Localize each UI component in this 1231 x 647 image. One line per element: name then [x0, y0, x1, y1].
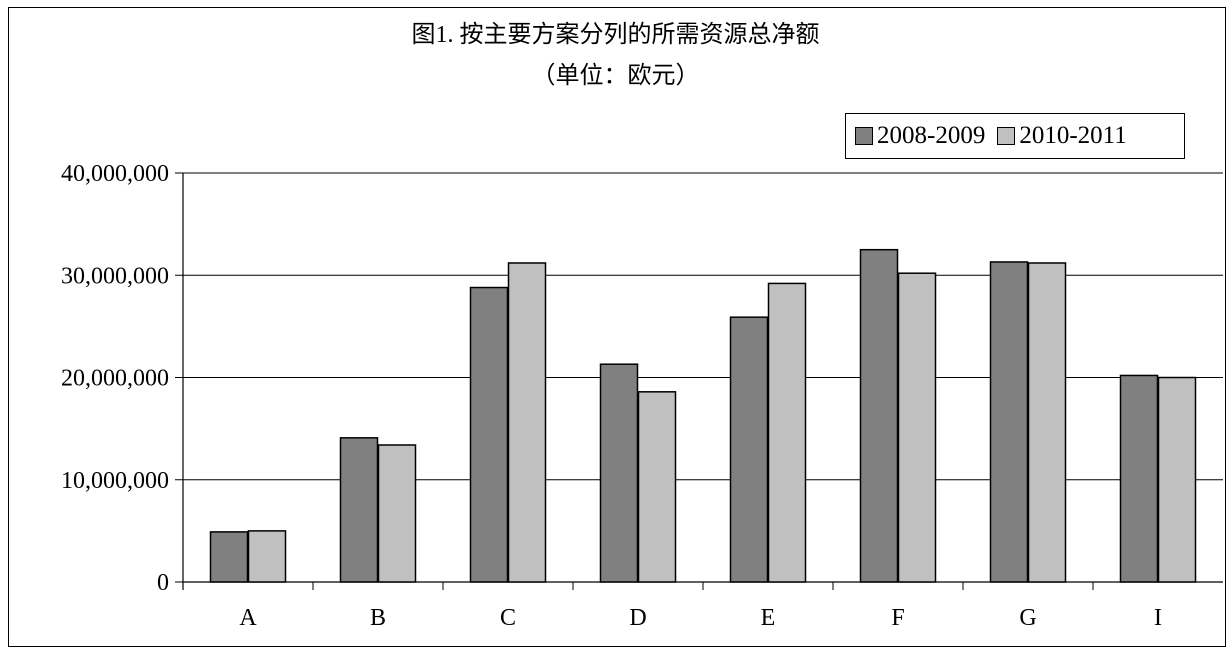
- y-tick-label: 0: [157, 570, 169, 596]
- bar-E-2010-2011: [767, 282, 807, 583]
- chart-title: 图1. 按主要方案分列的所需资源总净额: [411, 22, 820, 48]
- plot-area: 0 10,000,000 20,000,000 30,000,000 40,000,00…: [61, 161, 1223, 631]
- bar-D-2008-2009: [599, 363, 639, 583]
- legend: 2008-2009 2010-2011: [845, 113, 1185, 159]
- x-tick-label: B: [370, 605, 386, 631]
- legend-label-2010-2011: 2010-2011: [1019, 122, 1127, 149]
- bar-B-2008-2009: [339, 437, 379, 583]
- legend-swatch-2008-2009: [855, 127, 873, 145]
- legend-swatch-2010-2011: [997, 127, 1016, 145]
- bar-D-2010-2011: [637, 391, 677, 583]
- legend-label-2008-2009: 2008-2009: [877, 122, 986, 149]
- bar-C-2008-2009: [469, 286, 509, 583]
- bar-A-2008-2009: [209, 531, 249, 583]
- bar-I-2008-2009: [1119, 374, 1159, 583]
- x-tick-label: F: [891, 605, 904, 631]
- x-tick-label: D: [629, 605, 646, 631]
- bar-F-2010-2011: [897, 272, 937, 583]
- y-tick-label: 40,000,000: [61, 161, 169, 187]
- bar-G-2010-2011: [1027, 262, 1067, 583]
- bar-F-2008-2009: [859, 248, 899, 583]
- bar-B-2010-2011: [377, 444, 417, 583]
- legend-item-2010-2011: 2010-2011: [997, 122, 1127, 150]
- bar-C-2010-2011: [507, 262, 547, 583]
- x-tick-label: C: [500, 605, 516, 631]
- chart-subtitle: （单位：欧元）: [531, 63, 700, 89]
- x-tick-label: E: [761, 605, 776, 631]
- bar-E-2008-2009: [729, 316, 769, 583]
- y-tick-label: 10,000,000: [61, 468, 169, 494]
- legend-item-2008-2009: 2008-2009: [855, 122, 985, 150]
- y-tick-label: 20,000,000: [61, 366, 169, 392]
- bar-I-2010-2011: [1157, 376, 1197, 583]
- y-tick-label: 30,000,000: [61, 263, 169, 289]
- x-tick-label: I: [1154, 605, 1162, 631]
- bar-A-2010-2011: [247, 530, 287, 583]
- bar-G-2008-2009: [989, 261, 1029, 583]
- x-tick-label: G: [1019, 605, 1036, 631]
- x-tick-label: A: [239, 605, 257, 631]
